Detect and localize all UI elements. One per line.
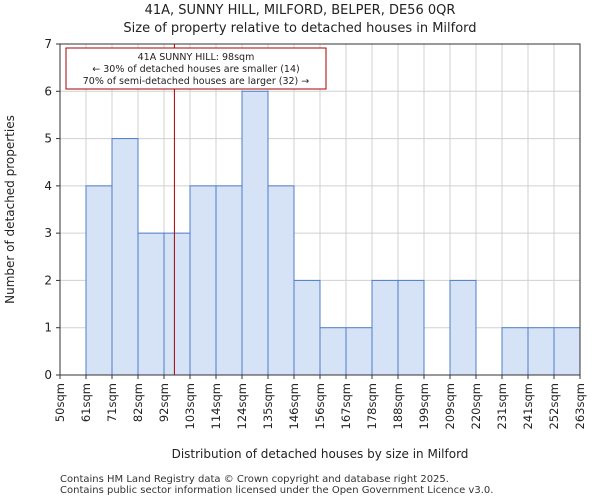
bar-167sqm (345, 327, 373, 376)
x-tick-label: 156sqm (313, 383, 327, 429)
y-tick-label: 2 (44, 273, 52, 287)
x-tick-label: 231sqm (495, 383, 509, 429)
bar-231sqm (501, 327, 529, 376)
y-tick-label: 7 (44, 37, 52, 51)
bar-188sqm (397, 279, 425, 376)
annotation-line-1: 41A SUNNY HILL: 98sqm (138, 52, 255, 63)
annotation-line-2: ← 30% of detached houses are smaller (14… (92, 64, 299, 75)
x-tick-label: 50sqm (53, 383, 67, 422)
x-tick-label: 241sqm (521, 383, 535, 429)
bar-71sqm (111, 138, 139, 376)
x-tick-label: 114sqm (209, 383, 223, 429)
y-tick-label: 6 (44, 84, 52, 98)
y-axis-label: Number of detached properties (3, 115, 17, 304)
y-tick-label: 5 (44, 132, 52, 146)
x-tick-label: 135sqm (261, 383, 275, 429)
footer-licence: Contains public sector information licen… (60, 485, 494, 496)
bar-241sqm (527, 327, 555, 376)
y-tick-label: 4 (44, 179, 52, 193)
y-tick-label: 0 (44, 368, 52, 382)
y-tick-label: 3 (44, 226, 52, 240)
bar-114sqm (215, 185, 243, 376)
bar-series (85, 90, 581, 376)
bar-135sqm (267, 185, 295, 376)
x-tick-label: 178sqm (365, 383, 379, 429)
x-tick-label: 71sqm (105, 383, 119, 422)
chart-title: 41A, SUNNY HILL, MILFORD, BELPER, DE56 0… (144, 3, 456, 18)
annotation-box: 41A SUNNY HILL: 98sqm ← 30% of detached … (65, 47, 327, 90)
bar-82sqm (137, 232, 165, 376)
x-tick-label: 220sqm (469, 383, 483, 429)
x-tick-label: 167sqm (339, 383, 353, 429)
y-axis: 0 1 2 3 4 5 6 7 (44, 37, 60, 382)
x-tick-label: 124sqm (235, 383, 249, 429)
y-tick-label: 1 (44, 321, 52, 335)
x-tick-label: 252sqm (547, 383, 561, 429)
bar-178sqm (371, 279, 399, 376)
bar-156sqm (319, 327, 347, 376)
footer-copyright: Contains HM Land Registry data © Crown c… (60, 474, 449, 485)
x-tick-label: 103sqm (183, 383, 197, 429)
x-tick-label: 188sqm (391, 383, 405, 429)
bar-209sqm (449, 279, 477, 376)
x-tick-label: 61sqm (79, 383, 93, 422)
annotation-line-3: 70% of semi-detached houses are larger (… (83, 76, 310, 87)
x-axis-label: Distribution of detached houses by size … (172, 447, 469, 461)
bar-124sqm (241, 90, 269, 376)
bar-103sqm (189, 185, 217, 376)
x-tick-label: 92sqm (157, 383, 171, 422)
x-tick-label: 199sqm (417, 383, 431, 429)
bar-146sqm (293, 279, 321, 376)
x-tick-label: 209sqm (443, 383, 457, 429)
bar-252sqm (553, 327, 581, 376)
x-axis: 50sqm 61sqm 71sqm 82sqm 92sqm 103sqm 114sqm 124… (53, 375, 587, 429)
x-tick-label: 263sqm (573, 383, 587, 429)
bar-92sqm (163, 232, 191, 376)
bar-61sqm (85, 185, 113, 376)
chart-subtitle: Size of property relative to detached ho… (123, 21, 477, 36)
x-tick-label: 146sqm (287, 383, 301, 429)
x-tick-label: 82sqm (131, 383, 145, 422)
